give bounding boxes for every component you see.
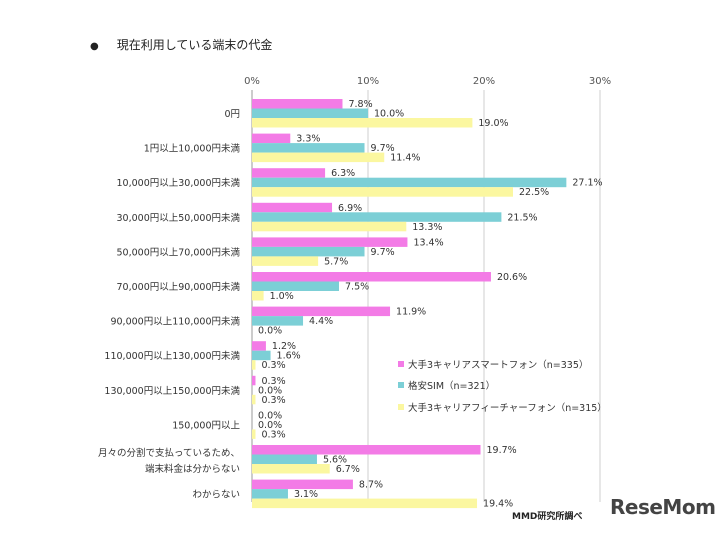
data-label: 7.5% (345, 282, 369, 293)
bar (252, 237, 408, 247)
bar (252, 489, 288, 499)
bar (252, 133, 291, 144)
data-label: 0.0% (258, 385, 282, 396)
data-label: 5.6% (323, 455, 347, 466)
data-label: 19.7% (487, 445, 517, 456)
data-label: 0.3% (261, 376, 285, 387)
bar (252, 375, 256, 386)
category-label: 70,000円以上90,000円未満 (117, 281, 241, 293)
data-label: 6.3% (331, 168, 355, 179)
x-tick-label: 20% (473, 76, 495, 87)
data-label: 0.0% (258, 410, 282, 421)
bar (252, 99, 343, 109)
bar (252, 281, 339, 291)
bar (252, 360, 256, 370)
category-label: 30,000円以上50,000円未満 (117, 212, 241, 224)
legend-label: 大手3キャリアスマートフォン（n=335） (408, 359, 588, 371)
category-label: 0円 (224, 109, 240, 120)
data-label: 0.3% (261, 395, 285, 406)
bar (252, 143, 365, 153)
category-label: 130,000円以上150,000円未満 (104, 385, 240, 397)
bar (252, 118, 473, 128)
data-label: 10.0% (374, 109, 404, 120)
data-label: 22.5% (519, 187, 549, 198)
category-label: 150,000円以上 (172, 420, 240, 431)
bar (252, 445, 481, 455)
data-label: 4.4% (309, 316, 333, 327)
data-label: 11.9% (396, 307, 426, 318)
data-label: 8.7% (359, 480, 383, 491)
data-label: 3.1% (294, 489, 318, 500)
data-label: 0.0% (258, 420, 282, 431)
bar (252, 272, 491, 282)
data-label: 27.1% (572, 178, 602, 189)
bar (252, 394, 256, 405)
bar (252, 464, 330, 474)
data-label: 20.6% (497, 272, 527, 283)
data-label: 5.7% (324, 256, 348, 267)
bar (252, 221, 407, 232)
data-label: 0.0% (258, 326, 282, 337)
bar (252, 108, 368, 118)
bar (252, 454, 317, 464)
category-label: 110,000円以上130,000円未満 (104, 350, 240, 362)
bullet-icon: ● (90, 41, 99, 52)
category-label: わからない (192, 490, 240, 501)
data-label: 19.4% (483, 499, 513, 510)
x-tick-label: 0% (244, 76, 260, 87)
data-label: 1.2% (272, 341, 296, 352)
legend-marker (398, 382, 404, 388)
data-label: 6.7% (336, 464, 360, 475)
chart-title: ● 現在利用している端末の代金 (90, 36, 272, 53)
data-label: 9.7% (371, 247, 395, 258)
x-tick-label: 10% (357, 76, 379, 87)
category-label: 50,000円以上70,000円未満 (117, 246, 241, 258)
data-label: 0.3% (261, 360, 285, 371)
bar (252, 350, 271, 361)
bar (252, 306, 391, 317)
category-label: 1円以上10,000円未満 (144, 143, 241, 155)
legend-label: 大手3キャリアフィーチャーフォン（n=315） (408, 402, 607, 414)
bar (252, 177, 567, 188)
bar (252, 187, 513, 197)
data-label: 6.9% (338, 203, 362, 214)
bar (252, 498, 478, 509)
title-text: 現在利用している端末の代金 (116, 38, 273, 52)
bar (252, 291, 264, 301)
data-label: 1.6% (277, 351, 301, 362)
bar (252, 152, 385, 163)
category-label: 90,000円以上110,000円未満 (110, 316, 240, 328)
data-label: 0.3% (261, 429, 285, 440)
data-label: 11.4% (390, 153, 420, 164)
data-label: 19.0% (478, 118, 508, 129)
legend-marker (398, 361, 404, 367)
bar (252, 202, 333, 213)
bar (252, 316, 304, 326)
legend-marker (398, 404, 404, 410)
data-label: 13.3% (412, 222, 442, 233)
bar (252, 341, 266, 351)
data-label: 1.0% (270, 291, 294, 302)
source-note: MMD研究所調べ (512, 512, 583, 522)
x-tick-label: 30% (589, 76, 611, 87)
bar (252, 256, 319, 266)
bar (252, 479, 353, 490)
category-label: 10,000円以上30,000円未満 (117, 177, 241, 189)
data-label: 21.5% (507, 212, 537, 223)
data-label: 7.8% (348, 99, 372, 110)
bar (252, 246, 365, 257)
resemom-logo: ReseMom (610, 495, 716, 519)
bar (252, 212, 502, 222)
data-label: 13.4% (413, 237, 443, 248)
category-label: 端末料金は分からない (145, 463, 240, 475)
bar (252, 168, 326, 178)
legend-label: 格安SIM（n=321） (408, 380, 495, 392)
bar (252, 429, 256, 439)
data-label: 3.3% (296, 134, 320, 145)
data-label: 9.7% (371, 143, 395, 154)
category-label: 月々の分割で支払っているため、 (98, 447, 240, 459)
